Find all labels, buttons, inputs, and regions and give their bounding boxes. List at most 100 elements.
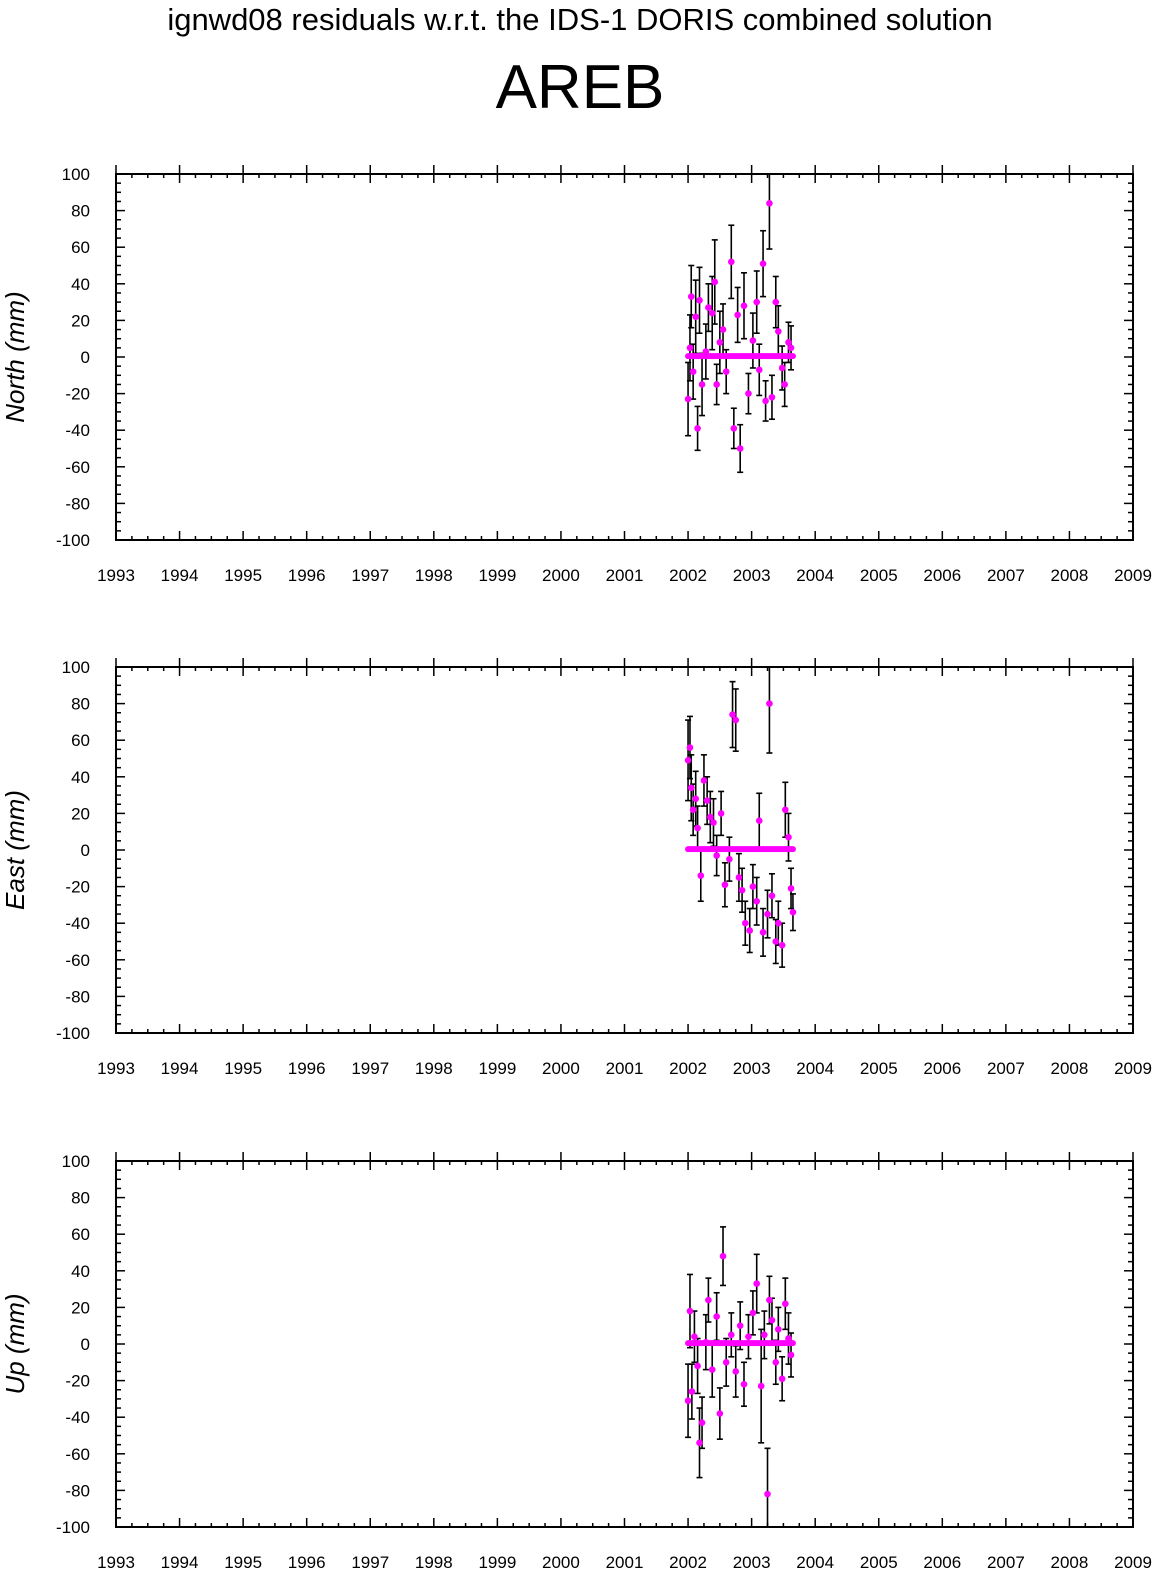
up-y-tick-label: 80 bbox=[71, 1189, 90, 1208]
east-residual-point bbox=[782, 806, 789, 814]
north-x-tick-label: 2007 bbox=[987, 566, 1025, 585]
east-y-tick-label: 40 bbox=[71, 768, 90, 787]
up-x-tick-label: 2004 bbox=[796, 1553, 834, 1572]
east-residual-point bbox=[749, 883, 757, 890]
north-x-tick-label: 2009 bbox=[1114, 566, 1152, 585]
east-residual-point bbox=[707, 813, 714, 821]
east-residual-point bbox=[789, 908, 797, 916]
north-residual-point bbox=[711, 278, 719, 286]
north-x-tick-label: 1999 bbox=[478, 566, 516, 585]
north-residual-point bbox=[694, 425, 701, 432]
east-residual-point bbox=[729, 711, 736, 718]
east-x-tick-label: 2004 bbox=[796, 1059, 834, 1078]
north-residual-point bbox=[772, 298, 780, 306]
up-residual-point bbox=[740, 1380, 748, 1388]
up-residual-point bbox=[761, 1331, 768, 1339]
up-residual-point bbox=[753, 1280, 761, 1287]
north-y-tick-label: -60 bbox=[65, 458, 90, 477]
east-residual-point bbox=[753, 897, 761, 905]
up-y-axis-label: Up (mm) bbox=[0, 1293, 30, 1394]
east-residual-point bbox=[686, 744, 694, 751]
north-y-tick-label: 20 bbox=[71, 311, 90, 330]
east-residual-point bbox=[721, 881, 729, 889]
east-y-tick-label: -20 bbox=[65, 878, 90, 897]
up-plot-frame bbox=[115, 1160, 1134, 1528]
north-residual-point bbox=[696, 296, 703, 304]
up-y-tick-label: -40 bbox=[65, 1408, 90, 1427]
east-x-tick-label: 1995 bbox=[224, 1059, 262, 1078]
east-residual-point bbox=[755, 817, 763, 825]
north-residual-point bbox=[762, 397, 769, 405]
up-y-tick-label: 100 bbox=[62, 1152, 90, 1171]
east-residual-point bbox=[713, 852, 720, 859]
main-title: ignwd08 residuals w.r.t. the IDS-1 DORIS… bbox=[167, 2, 993, 37]
up-residual-point bbox=[775, 1326, 782, 1333]
north-residual-point bbox=[687, 293, 695, 300]
north-x-tick-label: 2000 bbox=[542, 566, 580, 585]
east-residual-point bbox=[694, 824, 701, 832]
north-x-tick-label: 1993 bbox=[97, 566, 135, 585]
east-residual-point bbox=[764, 910, 771, 918]
up-x-tick-label: 2003 bbox=[733, 1553, 771, 1572]
east-residual-point bbox=[732, 716, 740, 724]
north-y-tick-label: -80 bbox=[65, 494, 90, 513]
north-residual-point bbox=[787, 344, 795, 352]
up-residual-point bbox=[684, 1397, 692, 1405]
up-residual-point bbox=[696, 1439, 703, 1447]
east-x-tick-label: 2007 bbox=[987, 1059, 1025, 1078]
up-residual-point bbox=[745, 1333, 752, 1340]
up-y-tick-label: 40 bbox=[71, 1262, 90, 1281]
east-y-tick-label: 100 bbox=[62, 658, 90, 677]
east-y-tick-label: 60 bbox=[71, 731, 90, 750]
up-residual-point bbox=[782, 1300, 789, 1308]
up-x-tick-label: 2008 bbox=[1051, 1553, 1089, 1572]
up-residual-point bbox=[691, 1333, 698, 1340]
north-residual-point bbox=[778, 364, 786, 372]
east-residual-point bbox=[787, 885, 795, 892]
north-residual-point bbox=[768, 393, 776, 401]
north-x-tick-label: 2008 bbox=[1051, 566, 1089, 585]
north-residual-point bbox=[736, 445, 744, 452]
north-residual-point bbox=[713, 381, 720, 388]
north-x-tick-label: 2001 bbox=[606, 566, 644, 585]
east-x-tick-label: 1998 bbox=[415, 1059, 453, 1078]
north-residual-point bbox=[775, 328, 782, 335]
north-x-tick-label: 1994 bbox=[161, 566, 199, 585]
up-x-tick-label: 2002 bbox=[669, 1553, 707, 1572]
up-x-tick-label: 2006 bbox=[923, 1553, 961, 1572]
up-y-tick-label: -20 bbox=[65, 1372, 90, 1391]
up-residual-point bbox=[688, 1388, 696, 1395]
north-residual-point bbox=[705, 304, 712, 311]
up-residual-point bbox=[768, 1316, 776, 1324]
up-residual-point bbox=[698, 1419, 706, 1426]
north-data-layer bbox=[684, 174, 796, 474]
up-residual-point bbox=[719, 1252, 727, 1260]
north-y-tick-label: 0 bbox=[81, 348, 90, 367]
east-x-tick-label: 2005 bbox=[860, 1059, 898, 1078]
up-x-tick-label: 2001 bbox=[606, 1553, 644, 1572]
east-residual-point bbox=[741, 919, 749, 927]
north-residual-point bbox=[759, 260, 767, 267]
north-residual-point bbox=[753, 298, 761, 306]
up-residual-point bbox=[772, 1359, 780, 1366]
up-residual-point bbox=[764, 1490, 771, 1498]
up-x-tick-label: 1993 bbox=[97, 1553, 135, 1572]
up-fit-point bbox=[789, 1340, 796, 1347]
east-residual-point bbox=[700, 777, 708, 784]
north-residual-point bbox=[698, 381, 706, 388]
north-y-axis-label: North (mm) bbox=[0, 291, 30, 422]
north-residual-point bbox=[689, 368, 697, 375]
north-x-tick-label: 2002 bbox=[669, 566, 707, 585]
east-panel: -100 -80 -60 -40 -20 0 20 40 60 80 100 1993 1994 1995… bbox=[0, 658, 1152, 1078]
north-y-tick-label: 40 bbox=[71, 275, 90, 294]
east-residual-point bbox=[778, 941, 786, 949]
north-x-tick-label: 2005 bbox=[860, 566, 898, 585]
east-y-tick-label: -40 bbox=[65, 914, 90, 933]
up-y-tick-label: -100 bbox=[56, 1518, 90, 1537]
east-y-tick-label: 20 bbox=[71, 804, 90, 823]
north-x-tick-label: 2004 bbox=[796, 566, 834, 585]
east-y-tick-label: 0 bbox=[81, 841, 90, 860]
up-residual-point bbox=[727, 1331, 735, 1339]
up-x-tick-label: 1994 bbox=[161, 1553, 199, 1572]
east-data-layer bbox=[684, 667, 797, 968]
